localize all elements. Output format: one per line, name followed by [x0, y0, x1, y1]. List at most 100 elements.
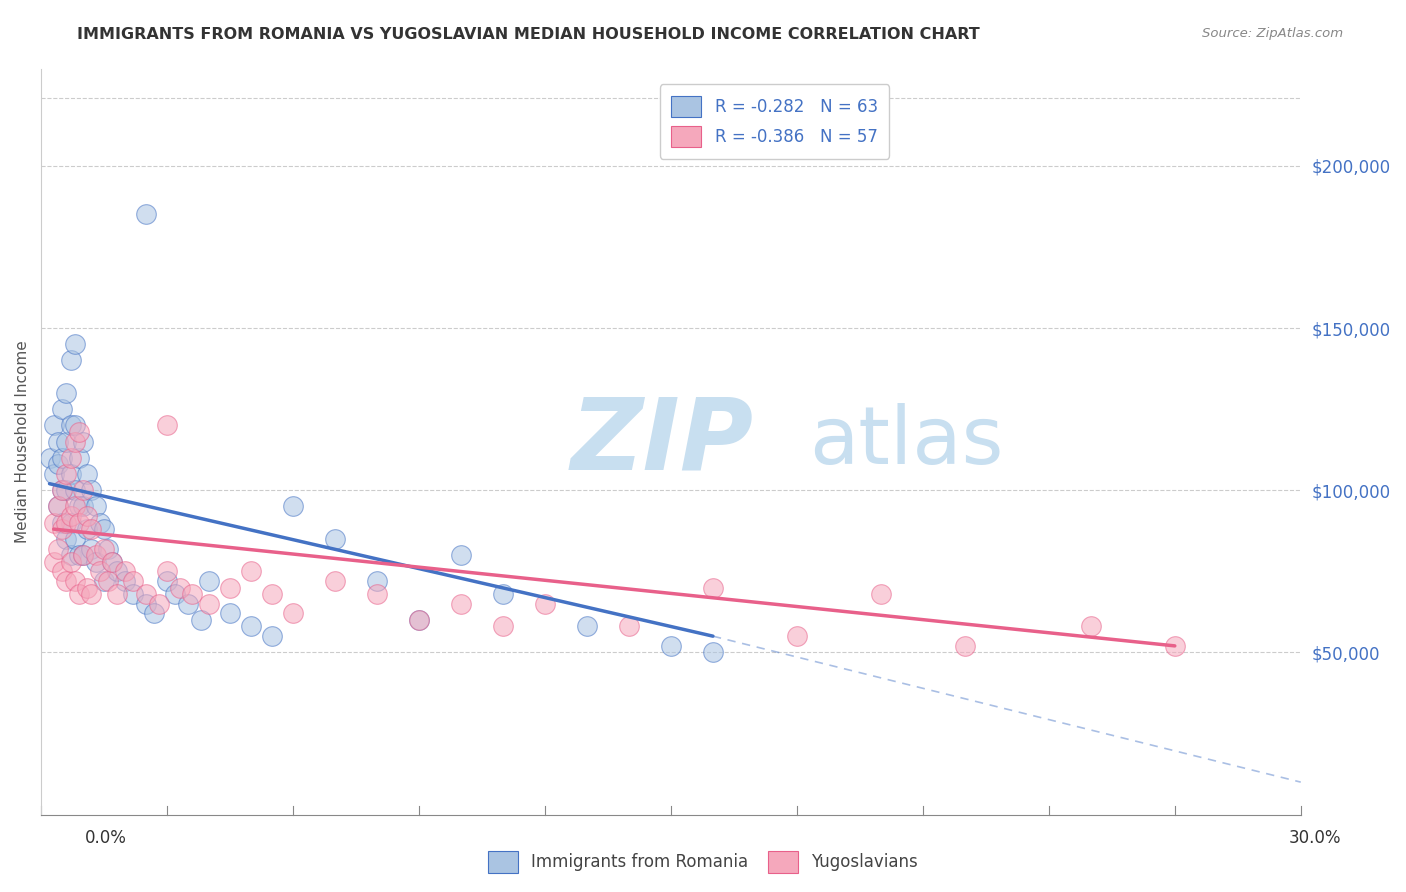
Point — [59, 548, 82, 562]
Point — [93, 574, 115, 588]
Point — [165, 587, 187, 601]
Point — [1080, 619, 1102, 633]
Point — [240, 564, 263, 578]
Point — [59, 555, 82, 569]
Point — [260, 587, 283, 601]
Point — [59, 509, 82, 524]
Point — [51, 483, 73, 498]
Point — [89, 516, 111, 530]
Point — [408, 613, 430, 627]
Point — [46, 457, 69, 471]
Point — [55, 532, 77, 546]
Point — [492, 587, 515, 601]
Point — [323, 574, 346, 588]
Point — [80, 587, 103, 601]
Legend: Immigrants from Romania, Yugoslavians: Immigrants from Romania, Yugoslavians — [481, 845, 925, 880]
Point — [46, 500, 69, 514]
Point — [122, 587, 145, 601]
Point — [63, 500, 86, 514]
Point — [84, 548, 107, 562]
Point — [143, 607, 166, 621]
Point — [156, 418, 179, 433]
Point — [84, 500, 107, 514]
Point — [659, 639, 682, 653]
Point — [450, 597, 472, 611]
Point — [177, 597, 200, 611]
Point — [702, 645, 724, 659]
Point — [59, 516, 82, 530]
Point — [492, 619, 515, 633]
Point — [97, 541, 120, 556]
Point — [93, 522, 115, 536]
Point — [114, 574, 136, 588]
Point — [67, 500, 90, 514]
Text: 0.0%: 0.0% — [84, 829, 127, 847]
Point — [122, 574, 145, 588]
Point — [870, 587, 893, 601]
Point — [55, 467, 77, 481]
Point — [51, 516, 73, 530]
Text: Source: ZipAtlas.com: Source: ZipAtlas.com — [1202, 27, 1343, 40]
Point — [63, 434, 86, 449]
Point — [953, 639, 976, 653]
Point — [59, 418, 82, 433]
Point — [51, 402, 73, 417]
Point — [101, 555, 124, 569]
Point — [156, 564, 179, 578]
Point — [219, 607, 242, 621]
Point — [80, 483, 103, 498]
Point — [281, 607, 304, 621]
Point — [72, 500, 94, 514]
Point — [702, 581, 724, 595]
Point — [198, 597, 221, 611]
Point — [67, 425, 90, 439]
Point — [97, 574, 120, 588]
Point — [67, 450, 90, 465]
Point — [450, 548, 472, 562]
Point — [105, 564, 128, 578]
Point — [105, 587, 128, 601]
Point — [72, 483, 94, 498]
Point — [51, 483, 73, 498]
Point — [76, 467, 98, 481]
Point — [169, 581, 191, 595]
Point — [80, 541, 103, 556]
Point — [42, 555, 65, 569]
Point — [67, 548, 90, 562]
Point — [366, 587, 388, 601]
Point — [42, 516, 65, 530]
Point — [63, 483, 86, 498]
Point — [190, 613, 212, 627]
Point — [89, 564, 111, 578]
Point — [260, 629, 283, 643]
Point — [55, 516, 77, 530]
Point — [101, 555, 124, 569]
Point — [67, 516, 90, 530]
Legend: R = -0.282   N = 63, R = -0.386   N = 57: R = -0.282 N = 63, R = -0.386 N = 57 — [659, 85, 890, 159]
Point — [76, 509, 98, 524]
Point — [55, 483, 77, 498]
Point — [55, 574, 77, 588]
Point — [72, 548, 94, 562]
Point — [135, 597, 157, 611]
Point — [80, 522, 103, 536]
Point — [72, 548, 94, 562]
Text: 30.0%: 30.0% — [1288, 829, 1341, 847]
Point — [59, 450, 82, 465]
Point — [55, 434, 77, 449]
Point — [67, 587, 90, 601]
Text: atlas: atlas — [810, 402, 1004, 481]
Point — [408, 613, 430, 627]
Point — [281, 500, 304, 514]
Point — [51, 564, 73, 578]
Point — [534, 597, 557, 611]
Point — [38, 450, 60, 465]
Point — [135, 207, 157, 221]
Point — [366, 574, 388, 588]
Point — [198, 574, 221, 588]
Point — [72, 434, 94, 449]
Point — [114, 564, 136, 578]
Point — [63, 574, 86, 588]
Point — [575, 619, 598, 633]
Point — [219, 581, 242, 595]
